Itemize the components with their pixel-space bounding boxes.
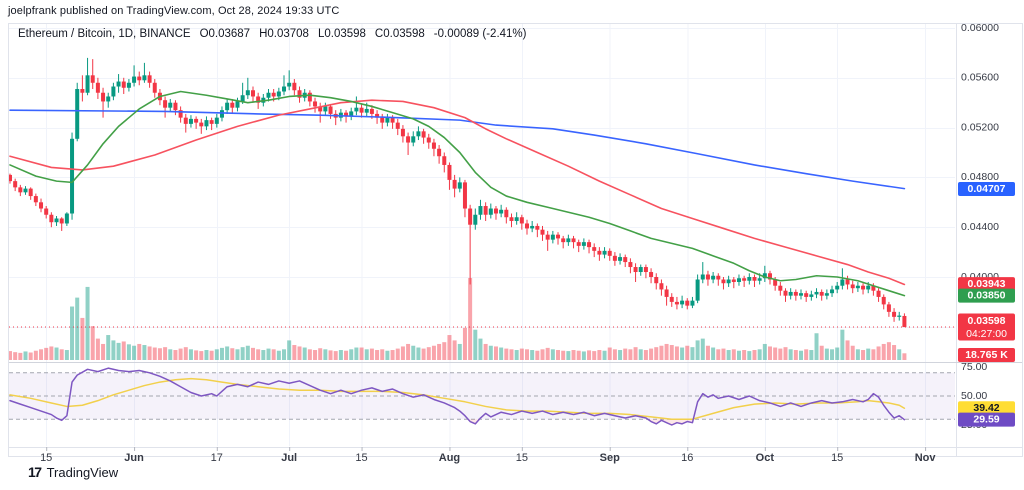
- time-label: Nov: [915, 452, 937, 464]
- rsi-badge: 29.59: [958, 412, 1015, 427]
- volume-layer: [8, 278, 907, 360]
- svg-text:04:27:00: 04:27:00: [966, 328, 1007, 340]
- svg-text:0.04707: 0.04707: [968, 183, 1006, 195]
- svg-text:29.59: 29.59: [973, 413, 999, 425]
- svg-text:0.03598: 0.03598: [968, 315, 1006, 327]
- axis-label: 0.05200: [961, 121, 999, 133]
- legend-change: -0.00089 (-2.41%): [433, 28, 527, 40]
- legend-high: H0.03708: [259, 28, 309, 40]
- legend-open: O0.03687: [199, 28, 251, 40]
- price-axis[interactable]: 0.060000.056000.052000.048000.044000.040…: [961, 22, 999, 431]
- axis-label: 0.04400: [961, 221, 999, 233]
- time-label: Jul: [281, 452, 297, 464]
- svg-text:0.03943: 0.03943: [968, 278, 1006, 290]
- moving-averages-layer: [9, 90, 906, 297]
- tradingview-logo-icon: 17: [28, 464, 42, 480]
- candles-layer: [8, 57, 907, 328]
- time-axis[interactable]: 15 Jun 17 Jul 15 Aug 15 Sep 16 Oct 15 Nov: [40, 447, 936, 464]
- frame-layer: [8, 23, 1023, 457]
- ma-short-badge: 0.03850: [958, 288, 1015, 303]
- grid-layer: [9, 24, 955, 446]
- time-label: Sep: [600, 452, 620, 464]
- time-label: 15: [355, 452, 367, 464]
- time-label: Jun: [124, 452, 144, 464]
- axis-label: 0.04800: [961, 171, 999, 183]
- symbol-legend[interactable]: Ethereum / Bitcoin, 1D, BINANCE O0.03687 H…: [18, 28, 536, 40]
- attribution-text: joelpfrank published on TradingView.com,…: [8, 5, 340, 17]
- rsi-ma-badge: 39.42: [958, 401, 1015, 416]
- axis-label: 0.06000: [961, 22, 999, 34]
- volume-badge: 18.765 K: [958, 348, 1015, 362]
- time-label: 15: [40, 452, 52, 464]
- legend-low: L0.03598: [317, 28, 366, 40]
- rsi-layer: [9, 367, 906, 426]
- time-label: 15: [516, 452, 528, 464]
- time-label: 15: [831, 452, 843, 464]
- legend-close: C0.03598: [374, 28, 425, 40]
- rsi-oversold-fill: [59, 419, 905, 425]
- axis-label: 75.00: [961, 361, 987, 373]
- axis-label: 0.05600: [961, 72, 999, 84]
- ma-mid-badge: 0.03943: [958, 277, 1015, 292]
- svg-text:39.42: 39.42: [973, 402, 999, 414]
- tradingview-logo-text: TradingView: [46, 464, 119, 480]
- axis-label: 50.00: [961, 390, 987, 402]
- legend-symbol: Ethereum / Bitcoin, 1D, BINANCE: [18, 28, 191, 40]
- tradingview-logo[interactable]: 17 TradingView: [28, 464, 118, 480]
- svg-text:18.765 K: 18.765 K: [965, 349, 1008, 361]
- time-label: 17: [211, 452, 223, 464]
- rsi-band: [9, 372, 955, 420]
- time-label: 16: [681, 452, 693, 464]
- time-label: Oct: [756, 452, 775, 464]
- time-label: Aug: [439, 452, 460, 464]
- ma-long-badge: 0.04707: [958, 181, 1015, 196]
- svg-text:0.03850: 0.03850: [968, 289, 1006, 301]
